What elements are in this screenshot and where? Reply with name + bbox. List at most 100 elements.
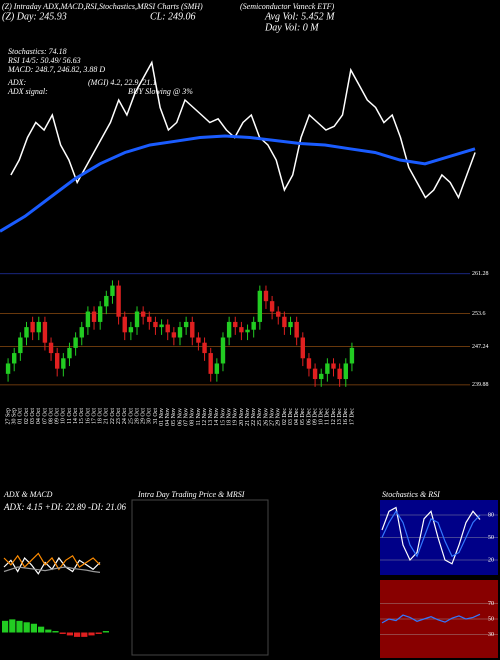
x-tick-label: 14 Oct	[73, 408, 79, 424]
x-tick-label: 06 Dec	[306, 408, 312, 425]
candle-body	[165, 324, 170, 333]
candle-body	[202, 342, 207, 354]
macd-bar	[16, 620, 23, 633]
x-tick-label: 01 Nov	[159, 408, 165, 426]
candle-body	[30, 321, 35, 333]
x-tick-label: 12 Nov	[202, 408, 208, 426]
candle-body	[134, 311, 140, 328]
candle-body	[147, 316, 152, 322]
x-tick-label: 15 Oct	[79, 408, 85, 424]
x-tick-label: 31 Oct	[153, 408, 159, 424]
candle-body	[300, 337, 306, 359]
panel-subtitle: ADX: 4.15 +DI: 22.89 -DI: 21.06	[3, 502, 127, 512]
x-tick-label: 08 Nov	[190, 408, 196, 426]
y-tick-label: 70	[488, 601, 494, 607]
candle-body	[337, 368, 342, 380]
macd-bar	[74, 632, 81, 637]
candle-body	[177, 327, 183, 338]
ma-line	[0, 134, 476, 233]
candle-body	[312, 368, 318, 380]
x-tick-label: 17 Dec	[349, 408, 355, 425]
candle-body	[276, 311, 281, 317]
title: (Z) Intraday ADX,MACD,RSI,Stochastics,MR…	[2, 2, 203, 11]
macd-bar	[23, 622, 30, 633]
macd-bar	[102, 631, 109, 633]
indicator: RSI 14/5: 50.49/ 56.63	[7, 56, 81, 65]
y-tick-label: 30	[488, 632, 494, 638]
day-vol: Day Vol: 0 M	[264, 22, 319, 33]
x-tick-label: 13 Dec	[337, 408, 343, 425]
candle-body	[349, 347, 355, 364]
candle-body	[282, 316, 287, 328]
x-tick-label: 30 Oct	[147, 408, 153, 424]
y-tick-label: 239.88	[472, 382, 489, 388]
x-tick-label: 16 Dec	[343, 408, 349, 425]
macd-bar	[2, 620, 9, 633]
candle-body	[128, 327, 134, 333]
x-tick-label: 06 Nov	[177, 408, 183, 426]
x-tick-label: 05 Dec	[300, 408, 306, 425]
x-tick-label: 09 Oct	[55, 408, 61, 424]
macd-bar	[81, 632, 88, 637]
candle-body	[208, 353, 213, 374]
y-tick-label: 80	[488, 512, 494, 518]
indicator-line	[381, 506, 481, 565]
x-tick-label: 07 Oct	[42, 408, 48, 424]
candle-body	[85, 311, 91, 328]
indicator: Stochastics: 74.18	[8, 47, 67, 56]
x-tick-label: 07 Nov	[184, 408, 190, 426]
x-tick-label: 29 Oct	[141, 408, 147, 424]
indicator: MACD: 248.7, 246.82, 3.88 D	[7, 65, 105, 74]
candle-body	[5, 363, 11, 374]
candle-body	[245, 329, 250, 333]
x-tick-label: 02 Dec	[282, 408, 288, 425]
x-tick-label: 21 Nov	[245, 408, 251, 426]
candle-body	[214, 363, 220, 374]
x-tick-label: 22 Oct	[110, 408, 116, 424]
x-tick-label: 05 Nov	[171, 408, 177, 426]
candle-body	[159, 324, 164, 328]
x-tick-label: 03 Dec	[288, 408, 294, 425]
candle-body	[110, 285, 115, 296]
x-tick-label: 01 Oct	[18, 408, 24, 424]
y-tick-label: 253.6	[472, 311, 486, 317]
x-tick-label: 25 Oct	[128, 408, 134, 424]
x-tick-label: 27 Nov	[269, 408, 275, 426]
x-tick-label: 16 Oct	[85, 408, 91, 424]
x-tick-label: 10 Dec	[319, 408, 325, 425]
panel-title: Intra Day Trading Price & MRSI	[137, 490, 245, 499]
x-tick-label: 04 Dec	[294, 408, 300, 425]
x-tick-label: 11 Dec	[325, 408, 331, 425]
x-tick-label: 18 Nov	[226, 408, 232, 426]
close: CL: 249.06	[150, 11, 196, 22]
x-tick-label: 28 Oct	[134, 408, 140, 424]
candle-body	[226, 321, 232, 338]
x-tick-label: 17 Oct	[91, 408, 97, 424]
macd-bar	[30, 623, 37, 633]
x-tick-label: 12 Dec	[331, 408, 337, 425]
adx-signal: BUY Slowing @ 3%	[128, 87, 193, 96]
candle-body	[18, 337, 23, 354]
candle-body	[140, 311, 146, 317]
candle-body	[325, 363, 330, 374]
adx-signal-label: ADX signal:	[7, 87, 48, 96]
candle-body	[91, 311, 97, 322]
macd-bar	[9, 619, 16, 633]
candle-body	[153, 321, 158, 328]
x-tick-label: 21 Oct	[104, 408, 110, 424]
panel-title: ADX & MACD	[3, 490, 53, 499]
candle-body	[24, 327, 29, 338]
candle-body	[48, 342, 54, 354]
x-tick-label: 30 Sep	[12, 408, 18, 425]
candle-body	[269, 301, 275, 312]
day: (Z) Day: 245.93	[2, 11, 67, 22]
panel-title: Stochastics & RSI	[382, 490, 440, 499]
candle-body	[343, 363, 348, 380]
candle-body	[42, 321, 48, 343]
candle-body	[294, 321, 299, 338]
x-tick-label: 18 Oct	[98, 408, 104, 424]
price-line	[10, 60, 476, 200]
x-tick-label: 08 Oct	[48, 408, 54, 424]
x-tick-label: 19 Nov	[233, 408, 239, 426]
candle-body	[239, 327, 244, 333]
